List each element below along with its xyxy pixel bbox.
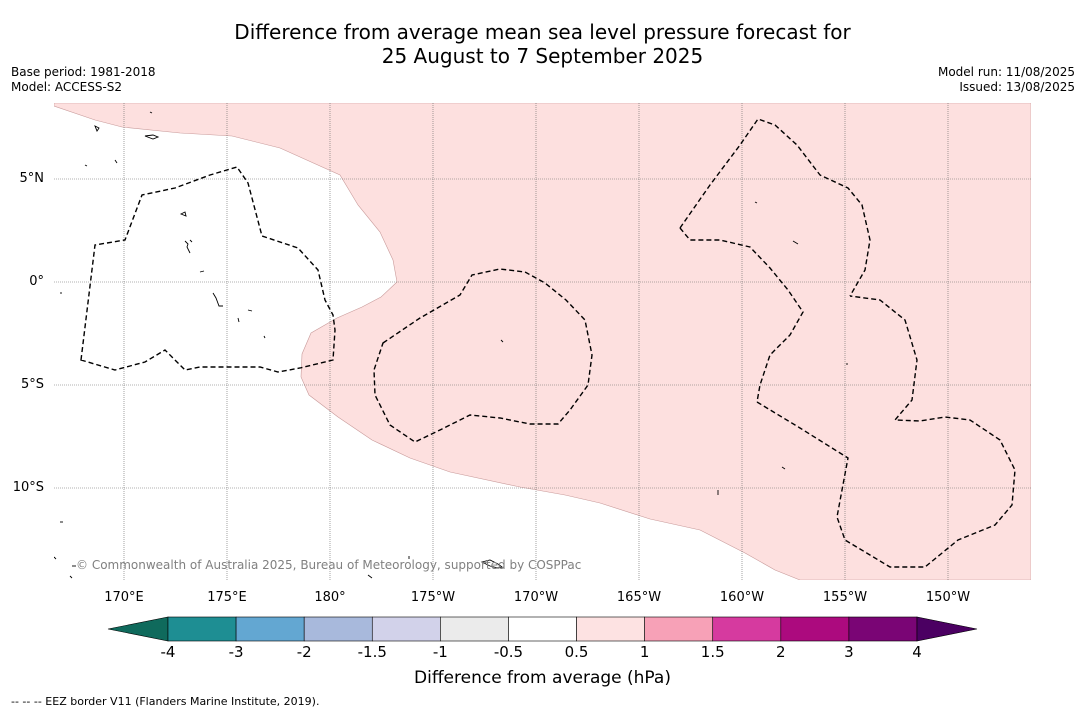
colorbar-cell (849, 617, 917, 641)
colorbar-tick: -0.5 (488, 643, 528, 661)
colorbar-cell (508, 617, 576, 641)
colorbar-tick: 2 (761, 643, 801, 661)
colorbar-tick: -1 (420, 643, 460, 661)
colorbar-tick: -3 (216, 643, 256, 661)
colorbar-high-extend (917, 617, 977, 641)
colorbar-cell (236, 617, 304, 641)
eez-legend-note: -- -- -- EEZ border V11 (Flanders Marine… (11, 695, 319, 708)
colorbar-cell (168, 617, 236, 641)
colorbar-tick: 1.5 (693, 643, 733, 661)
colorbar-tick: 3 (829, 643, 869, 661)
colorbar-cell (781, 617, 849, 641)
colorbar-tick: -1.5 (352, 643, 392, 661)
colorbar-cell (645, 617, 713, 641)
colorbar-cell (577, 617, 645, 641)
colorbar-cell (304, 617, 372, 641)
colorbar-cell (713, 617, 781, 641)
colorbar-low-extend (108, 617, 168, 641)
colorbar-tick: -4 (148, 643, 188, 661)
colorbar-cell (440, 617, 508, 641)
colorbar-tick: -2 (284, 643, 324, 661)
colorbar-tick: 1 (625, 643, 665, 661)
colorbar (0, 0, 1085, 713)
colorbar-tick: 0.5 (557, 643, 597, 661)
colorbar-cell (372, 617, 440, 641)
colorbar-label: Difference from average (hPa) (0, 668, 1085, 688)
colorbar-tick: 4 (897, 643, 937, 661)
